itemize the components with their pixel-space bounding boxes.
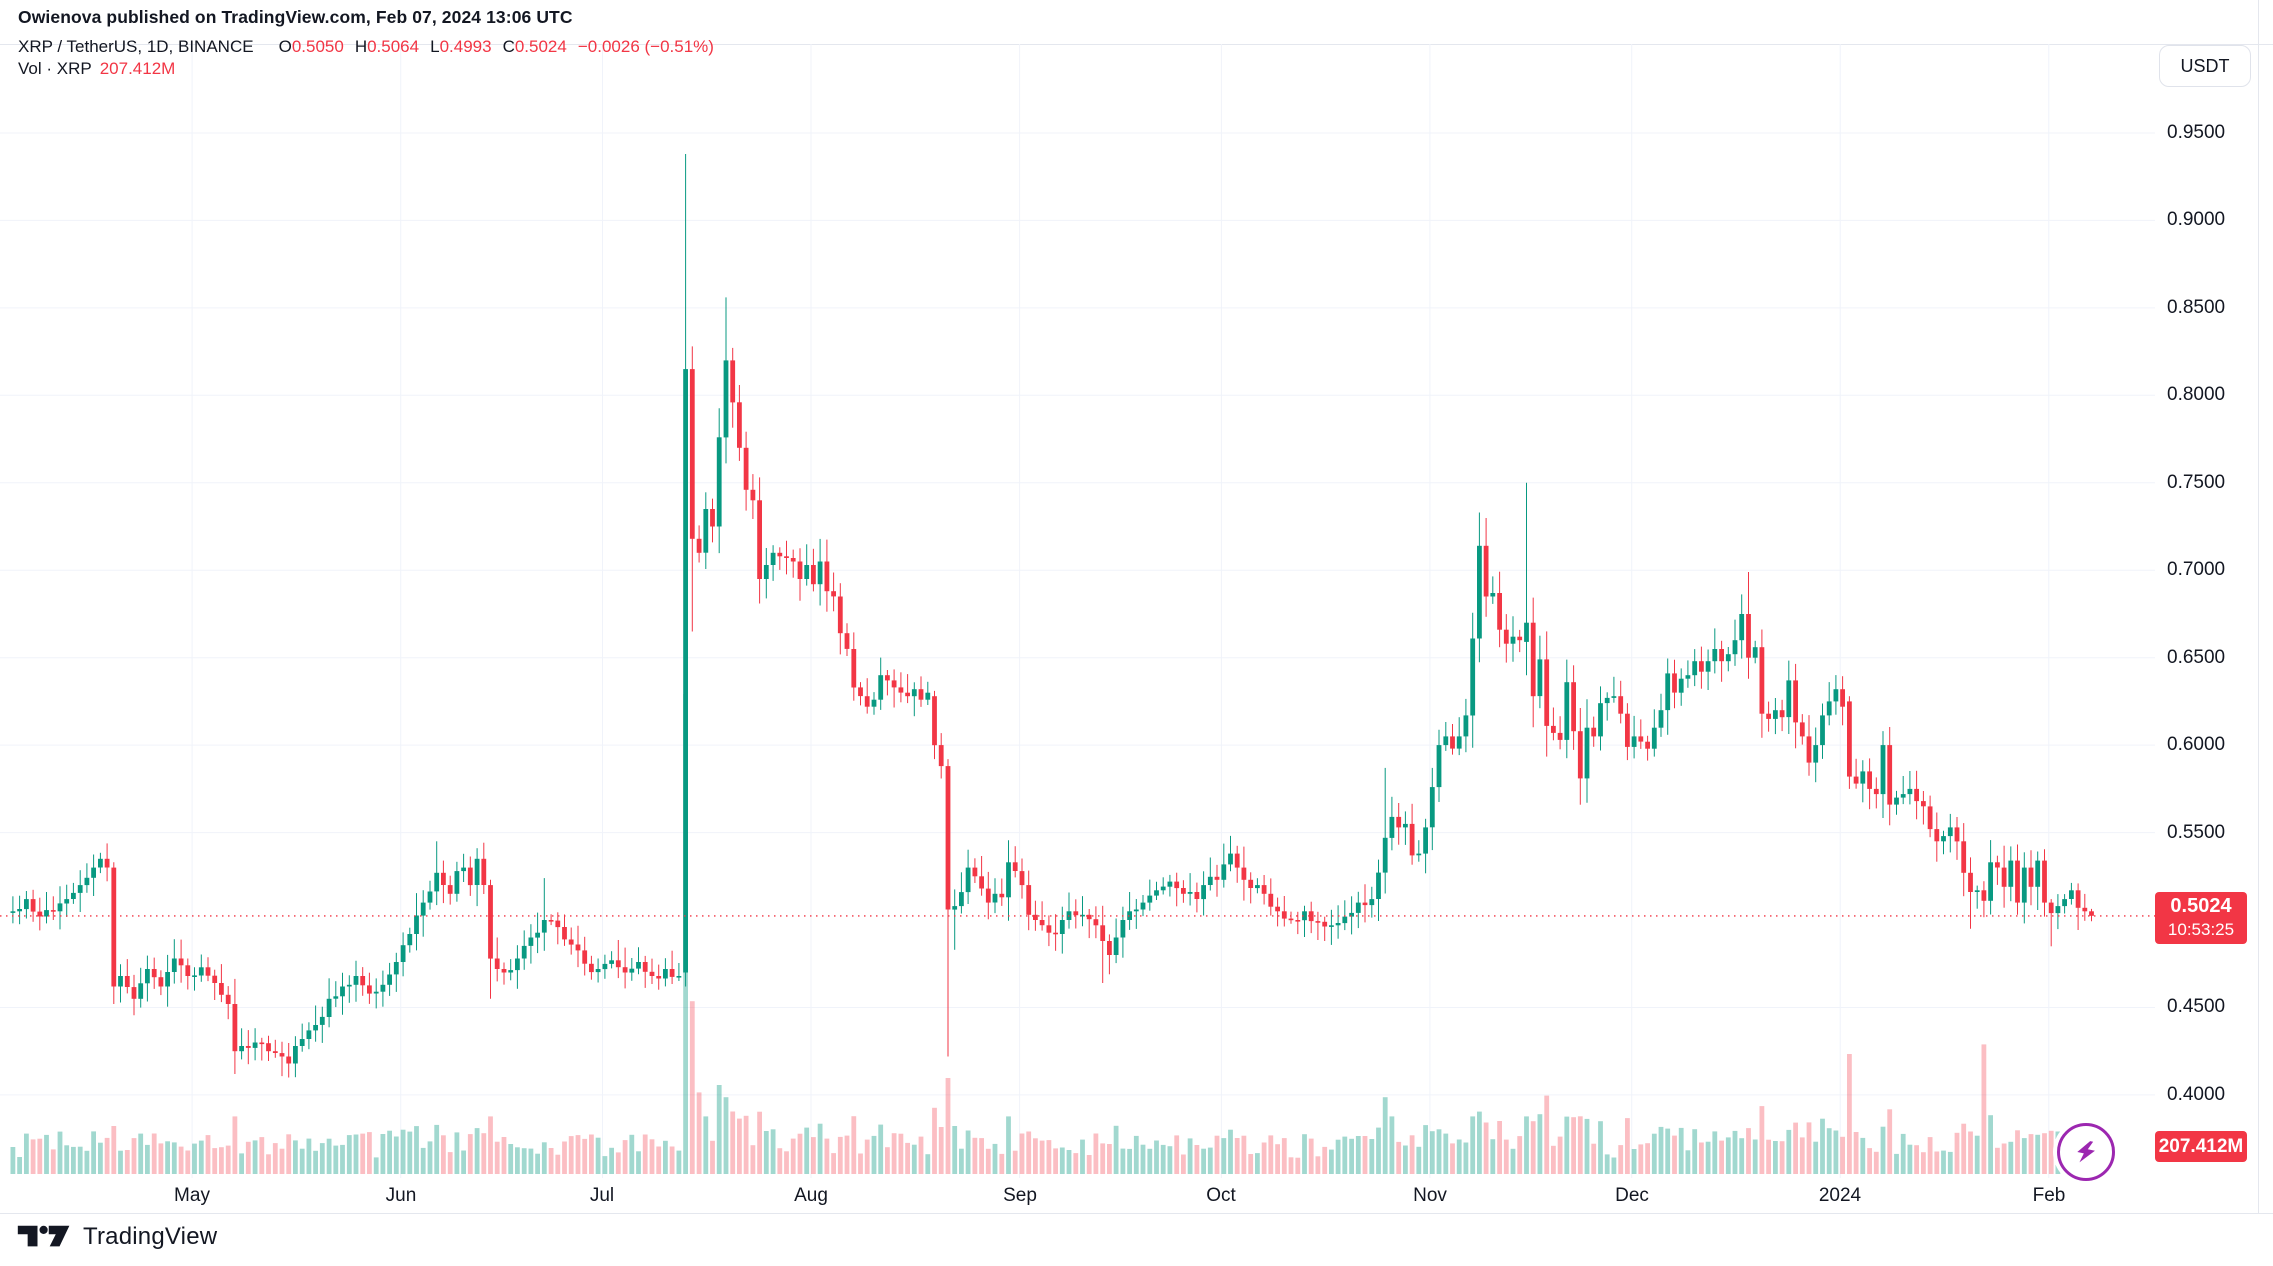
price-tick-label: 0.9000: [2167, 209, 2226, 230]
lightning-icon: [2077, 1141, 2095, 1163]
price-axis-border: [2258, 0, 2259, 1213]
legend-volume-row[interactable]: Vol · XRP 207.412M: [18, 58, 714, 80]
tradingview-brand-text: TradingView: [83, 1223, 218, 1250]
price-tick-label: 0.4000: [2167, 1084, 2226, 1105]
time-tick-label: Nov: [1413, 1185, 1447, 1206]
symbol-title: XRP / TetherUS, 1D, BINANCE: [18, 37, 254, 56]
volume-pane: [10, 694, 2094, 1174]
change-value: −0.0026 (−0.51%): [577, 37, 714, 56]
volume-label: Vol · XRP: [18, 59, 92, 78]
boost-button[interactable]: [2057, 1123, 2115, 1181]
last-price-tag: 0.5024 10:53:25: [2155, 892, 2247, 944]
price-tick-label: 0.9500: [2167, 122, 2226, 143]
tradingview-link[interactable]: TradingView: [16, 1222, 217, 1252]
price-tick-label: 0.8500: [2167, 297, 2226, 318]
price-tick-label: 0.8000: [2167, 384, 2226, 405]
price-tick-label: 0.6500: [2167, 647, 2226, 668]
bar-countdown: 10:53:25: [2167, 920, 2235, 939]
header-separator: [0, 44, 2273, 45]
price-tick-label: 0.4500: [2167, 996, 2226, 1017]
time-tick-label: Feb: [2032, 1185, 2066, 1206]
price-tick-label: 0.7000: [2167, 559, 2226, 580]
time-tick-label: Aug: [794, 1185, 828, 1206]
low-label: L: [430, 37, 440, 56]
time-tick-label: 2024: [1818, 1185, 1862, 1206]
chart-legend: XRP / TetherUS, 1D, BINANCE O0.5050 H0.506…: [18, 36, 714, 80]
price-tick-label: 0.7500: [2167, 472, 2226, 493]
attribution-text: Owienova published on TradingView.com, F…: [18, 7, 573, 27]
low-value: 0.4993: [439, 37, 492, 56]
time-tick-label: Jun: [385, 1185, 417, 1206]
tradingview-logo-icon: [17, 1225, 70, 1247]
time-tick-label: Oct: [1206, 1185, 1236, 1206]
volume-value: 207.412M: [99, 59, 176, 78]
price-tick-label: 0.6000: [2167, 734, 2226, 755]
time-tick-label: Dec: [1615, 1185, 1649, 1206]
legend-symbol-row[interactable]: XRP / TetherUS, 1D, BINANCE O0.5050 H0.506…: [18, 36, 714, 58]
close-value: 0.5024: [514, 37, 567, 56]
time-tick-label: Sep: [1003, 1185, 1037, 1206]
grid-lines: [0, 44, 2155, 1178]
time-axis-separator: [0, 1213, 2273, 1214]
close-label: C: [502, 37, 515, 56]
time-tick-label: Jul: [589, 1185, 615, 1206]
time-tick-label: May: [174, 1185, 210, 1206]
high-value: 0.5064: [367, 37, 420, 56]
volume-axis-tag: 207.412M: [2155, 1131, 2247, 1162]
high-label: H: [354, 37, 368, 56]
price-tick-label: 0.5500: [2167, 822, 2226, 843]
open-value: 0.5050: [291, 37, 344, 56]
last-price-value: 0.5024: [2170, 895, 2232, 917]
currency-toggle-button[interactable]: USDT: [2159, 45, 2251, 87]
candles: [10, 154, 2094, 1078]
open-label: O: [278, 37, 292, 56]
